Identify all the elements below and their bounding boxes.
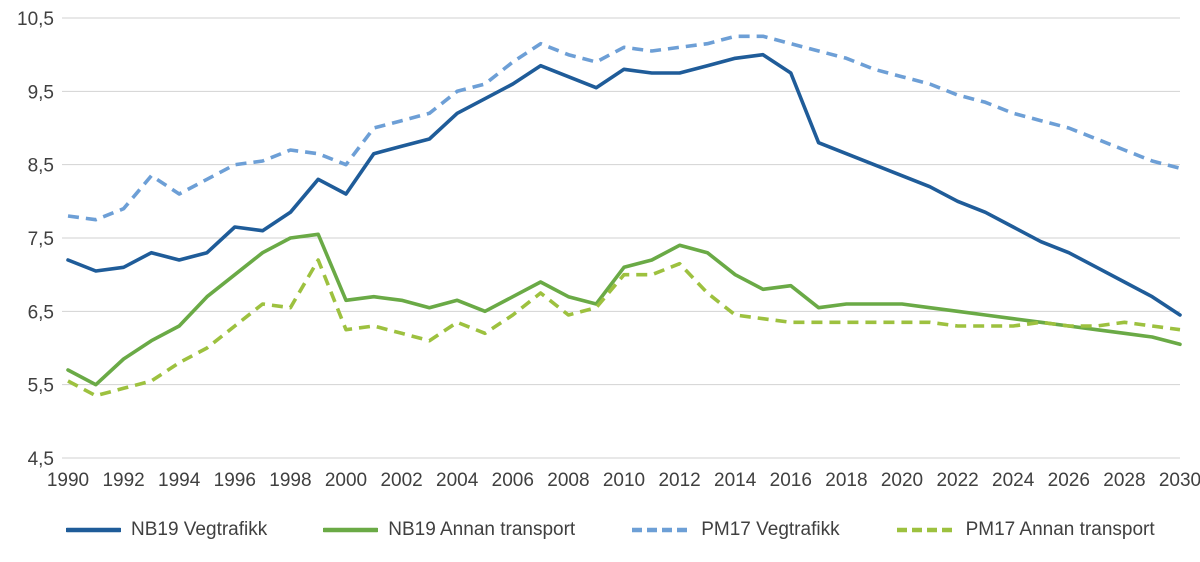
x-axis-tick-label: 2024: [992, 470, 1035, 491]
x-axis-tick-label: 2010: [603, 470, 645, 491]
legend-line-sample-solid-green: [323, 527, 379, 533]
x-axis-tick-label: 2012: [658, 470, 700, 491]
y-axis-tick-label: 5,5: [28, 376, 54, 397]
x-axis-tick-label: 2030: [1159, 470, 1200, 491]
legend-line-sample-solid-blue: [66, 527, 121, 533]
x-axis-tick-label: 2020: [881, 470, 923, 491]
legend-line-sample-dashed-lightgreen: [896, 527, 955, 533]
y-axis-tick-label: 4,5: [28, 449, 54, 470]
x-axis-tick-label: 2002: [380, 470, 422, 491]
legend-item-pm17-vegtrafikk: PM17 Vegtrafikk: [631, 519, 840, 541]
y-axis-tick-label: 8,5: [28, 156, 54, 177]
legend-line-sample-dashed-lightblue: [632, 527, 691, 533]
line-chart: 4,5 5,5 6,5 7,5 8,5 9,5 10,5 1990 1992 1994 1996 19…: [17, 9, 1200, 491]
legend-item-pm17-annan-transport: PM17 Annan transport: [896, 519, 1155, 541]
series-line-nb19-annan-transport: [66, 232, 1182, 387]
legend-label: NB19 Annan transport: [388, 519, 576, 540]
x-axis-tick-label: 2004: [436, 470, 479, 491]
x-axis-tick-label: 2018: [825, 470, 867, 491]
chart-legend: NB19 Vegtrafikk NB19 Annan transport PM1…: [0, 502, 1200, 558]
x-axis-tick-label: 2022: [936, 470, 978, 491]
x-axis-tick-label: 2006: [492, 470, 534, 491]
x-axis-tick-label: 2000: [325, 470, 367, 491]
x-axis-tick-label: 2014: [714, 470, 757, 491]
y-axis-tick-label: 6,5: [28, 302, 54, 323]
x-axis-tick-label: 2026: [1048, 470, 1090, 491]
legend-item-nb19-vegtrafikk: NB19 Vegtrafikk: [66, 519, 267, 541]
y-axis-tick-label: 7,5: [28, 229, 54, 250]
y-axis-tick-label: 10,5: [17, 9, 54, 30]
series-line-pm17-annan-transport: [67, 258, 1181, 398]
x-axis-tick-label: 2028: [1103, 470, 1145, 491]
legend-item-nb19-annan-transport: NB19 Annan transport: [323, 519, 575, 541]
series-line-pm17-vegtrafikk: [67, 34, 1181, 222]
x-axis-tick-label: 1992: [102, 470, 144, 491]
legend-label: NB19 Vegtrafikk: [131, 519, 268, 540]
x-axis-tick-label: 1990: [47, 470, 89, 491]
x-axis-tick-label: 1994: [158, 470, 201, 491]
legend-label: PM17 Annan transport: [965, 519, 1155, 540]
x-axis-tick-label: 1998: [269, 470, 311, 491]
series-line-nb19-vegtrafikk: [66, 52, 1182, 317]
x-axis-tick-label: 2016: [770, 470, 812, 491]
y-axis-tick-label: 9,5: [28, 82, 54, 103]
x-axis-tick-label: 1996: [214, 470, 256, 491]
x-axis-tick-label: 2008: [547, 470, 589, 491]
legend-label: PM17 Vegtrafikk: [701, 519, 840, 540]
